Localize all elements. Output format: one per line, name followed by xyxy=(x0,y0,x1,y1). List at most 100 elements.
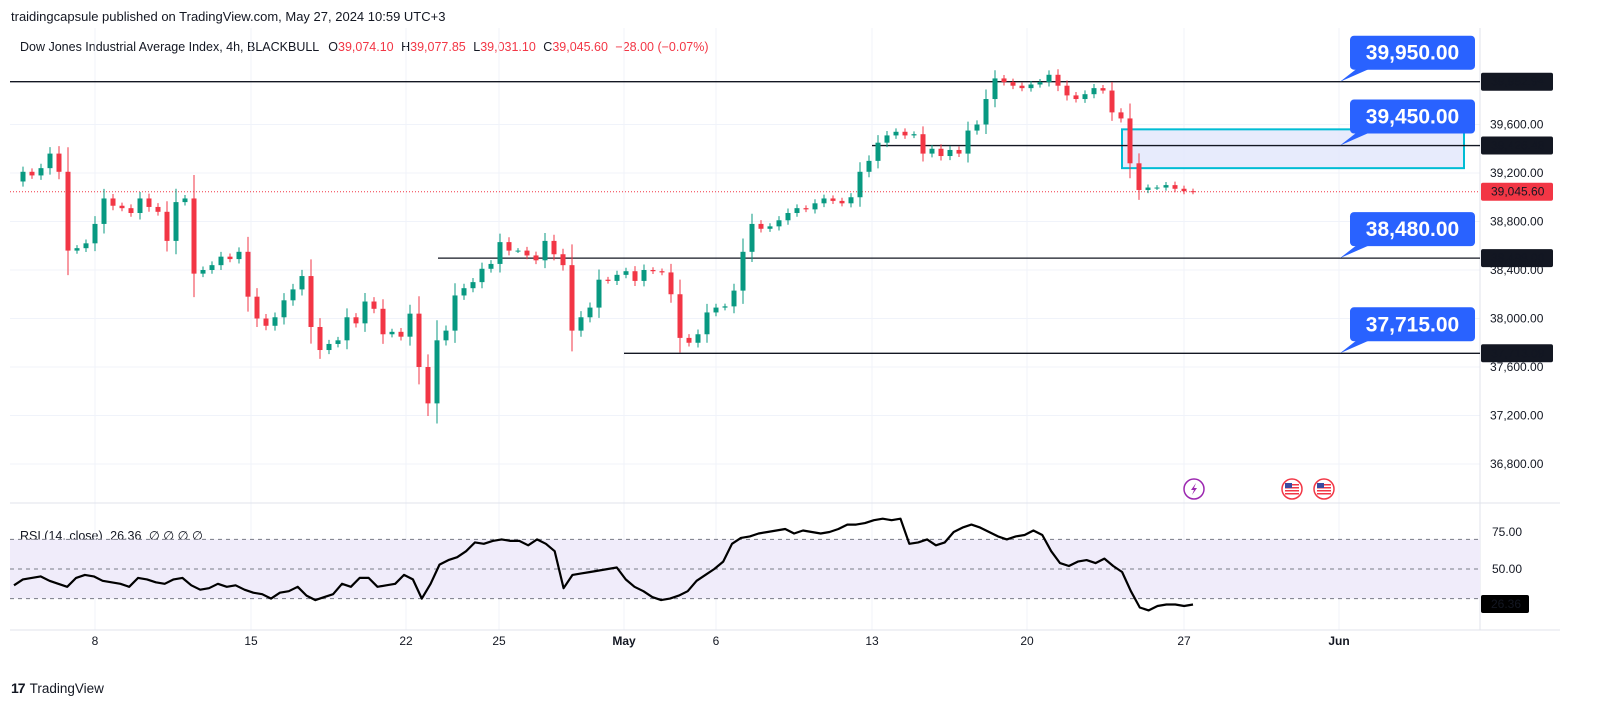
candle-body xyxy=(749,223,755,252)
rsi-tick-label: 50.00 xyxy=(1492,562,1522,576)
candle-body xyxy=(425,367,431,404)
candle-body xyxy=(992,78,998,100)
price-tick-label: 38,800.00 xyxy=(1490,215,1544,229)
tradingview-footer[interactable]: 17 TradingView xyxy=(11,680,104,696)
time-tick-label: 8 xyxy=(92,634,99,648)
candle-body xyxy=(1073,95,1079,100)
candle-body xyxy=(479,268,485,283)
candle-body xyxy=(191,198,197,274)
candle-body xyxy=(74,248,80,251)
level-price-tag-label: 38,498.00 xyxy=(1491,251,1545,265)
candle-body xyxy=(182,198,188,203)
flag-stripe xyxy=(1285,493,1299,495)
flag-stripe xyxy=(1317,493,1331,495)
price-callout-label: 38,480.00 xyxy=(1366,218,1459,241)
candle-body xyxy=(947,149,953,157)
candle-body xyxy=(848,197,854,204)
tradingview-logo: 17 xyxy=(11,680,26,696)
candle-body xyxy=(101,198,107,224)
publish-info: traidingcapsule published on TradingView… xyxy=(11,9,446,24)
candle-body xyxy=(200,270,206,274)
candle-body xyxy=(965,130,971,154)
candle-body xyxy=(740,251,746,291)
candle-body xyxy=(1154,187,1160,189)
candle-body xyxy=(434,340,440,404)
candle-body xyxy=(614,274,620,281)
price-tick-label: 38,000.00 xyxy=(1490,312,1544,326)
change-value: −28.00 (−0.07%) xyxy=(615,40,709,54)
price-tick-label: 39,600.00 xyxy=(1490,118,1544,132)
price-tick-label: 37,200.00 xyxy=(1490,409,1544,423)
candle-body xyxy=(623,271,629,275)
callout-pointer xyxy=(1340,244,1372,259)
last-price-tag-label: 39,045.60 xyxy=(1491,185,1545,199)
candle-body xyxy=(893,131,899,136)
candle-body xyxy=(704,312,710,335)
candle-body xyxy=(1028,84,1034,89)
price-tick-label: 39,200.00 xyxy=(1490,166,1544,180)
candle-body xyxy=(236,251,242,260)
candle-body xyxy=(551,240,557,255)
candle-body xyxy=(1019,85,1025,89)
candle-body xyxy=(758,223,764,229)
candle-body xyxy=(308,276,314,327)
candle-body xyxy=(524,250,530,256)
time-tick-label: 25 xyxy=(492,634,506,648)
candle-body xyxy=(596,279,602,308)
candle-body xyxy=(1172,185,1178,189)
candle-body xyxy=(65,171,71,251)
time-tick-label: Jun xyxy=(1328,634,1349,648)
candle-body xyxy=(56,153,62,172)
candle-body xyxy=(1181,188,1187,192)
candle-body xyxy=(578,317,584,331)
candle-body xyxy=(641,270,647,281)
candle-body xyxy=(1064,85,1070,96)
candle-body xyxy=(137,198,143,214)
candle-body xyxy=(668,272,674,295)
candle-body xyxy=(317,326,323,351)
candle-body xyxy=(605,279,611,281)
candle-body xyxy=(794,208,800,214)
time-tick-label: 15 xyxy=(244,634,258,648)
candle-body xyxy=(443,330,449,341)
candle-body xyxy=(1046,74,1052,83)
candle-body xyxy=(29,171,35,176)
candle-body xyxy=(884,135,890,143)
candle-body xyxy=(344,317,350,341)
candle-body xyxy=(803,208,809,210)
candle-body xyxy=(1082,94,1088,100)
candle-body xyxy=(956,149,962,154)
candle-body xyxy=(533,255,539,261)
candle-body xyxy=(155,206,161,212)
candle-body xyxy=(497,242,503,264)
candle-body xyxy=(650,270,656,272)
candle-body xyxy=(857,171,863,198)
candle-body xyxy=(1190,191,1196,193)
candle-body xyxy=(1091,88,1097,95)
candle-body xyxy=(686,337,692,343)
candle-body xyxy=(335,340,341,344)
candle-body xyxy=(119,205,125,209)
price-tick-label: 36,800.00 xyxy=(1490,457,1544,471)
time-tick-label: 22 xyxy=(399,634,413,648)
price-callout-label: 39,950.00 xyxy=(1366,42,1459,65)
candle-body xyxy=(875,142,881,161)
candle-body xyxy=(1100,88,1106,91)
level-price-tag-label: 39,426.48 xyxy=(1491,139,1545,153)
candle-body xyxy=(407,313,413,337)
time-tick-label: 13 xyxy=(865,634,879,648)
time-tick-label: 20 xyxy=(1020,634,1034,648)
close-value: 39,045.60 xyxy=(552,40,608,54)
level-price-tag xyxy=(1481,72,1553,91)
candle-body xyxy=(722,306,728,308)
candle-body xyxy=(830,198,836,201)
candle-body xyxy=(362,301,368,324)
candle-body xyxy=(488,263,494,269)
candle-body xyxy=(1001,78,1007,83)
rsi-current-tag xyxy=(1481,594,1529,613)
candle-body xyxy=(659,271,665,273)
open-value: 39,074.10 xyxy=(338,40,394,54)
level-price-tag xyxy=(1481,136,1553,155)
candle-body xyxy=(254,296,260,319)
